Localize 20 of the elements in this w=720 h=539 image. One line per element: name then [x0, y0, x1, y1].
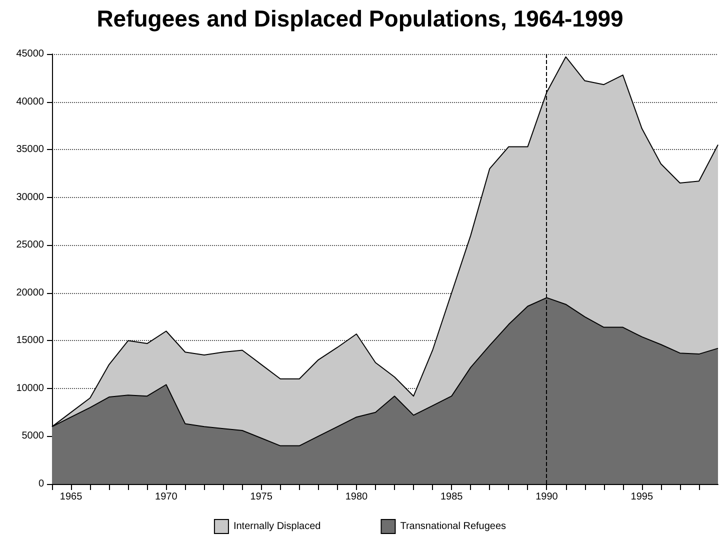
y-tick-label: 0 [38, 478, 44, 490]
legend-label: Transnational Refugees [400, 521, 506, 532]
y-tick-label: 45000 [16, 48, 44, 60]
y-tick-label: 20000 [16, 287, 44, 298]
legend-label: Internally Displaced [233, 521, 321, 532]
x-tick-label: 1990 [536, 492, 558, 502]
x-tick-label: 1985 [440, 492, 464, 502]
x-tick-label: 1975 [250, 492, 273, 502]
x-tick-label: 1995 [630, 492, 654, 502]
chart-title: Refugees and Displaced Populations, 1964-1999 [96, 6, 624, 32]
y-tick-label: 10000 [16, 382, 44, 394]
x-tick-label: 1970 [155, 492, 178, 502]
x-tick-label: 1965 [60, 492, 83, 502]
y-tick-label: 35000 [16, 144, 44, 156]
y-tick-label: 15000 [16, 335, 44, 346]
y-tick-label: 40000 [16, 96, 44, 108]
y-tick-label: 25000 [16, 240, 44, 251]
y-tick-label: 30000 [16, 192, 44, 203]
x-tick-label: 1980 [345, 492, 368, 502]
y-tick-label: 5000 [22, 430, 44, 442]
